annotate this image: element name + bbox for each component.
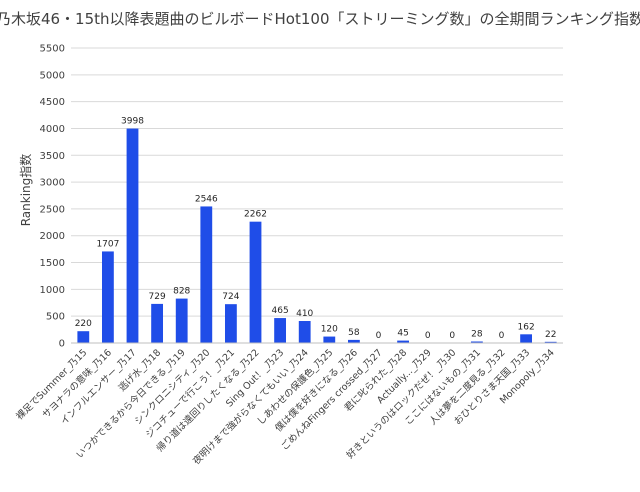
bar bbox=[470, 341, 483, 343]
y-tick-label: 5500 bbox=[40, 44, 65, 55]
bar bbox=[126, 128, 139, 343]
bar bbox=[249, 221, 262, 343]
y-tick-label: 1000 bbox=[40, 285, 65, 296]
data-label: 0 bbox=[376, 331, 382, 341]
y-tick-label: 500 bbox=[46, 312, 65, 323]
data-label: 0 bbox=[499, 331, 505, 341]
y-tick-label: 4500 bbox=[40, 97, 65, 108]
y-axis-ticks: 0 500 1000 1500 2000 2500 3000 3500 4000 4500 5000… bbox=[40, 44, 65, 350]
data-label: 0 bbox=[449, 331, 455, 341]
data-label: 220 bbox=[75, 319, 92, 329]
data-label: 2262 bbox=[244, 210, 267, 220]
y-tick-label: 0 bbox=[59, 339, 65, 350]
bar bbox=[77, 331, 90, 343]
data-label: 45 bbox=[397, 329, 408, 339]
bar bbox=[323, 336, 336, 343]
y-tick-label: 3000 bbox=[40, 178, 65, 189]
y-tick-label: 5000 bbox=[40, 70, 65, 81]
data-label: 1707 bbox=[96, 239, 119, 249]
data-label: 162 bbox=[518, 322, 535, 332]
bar bbox=[151, 303, 164, 343]
data-label: 729 bbox=[149, 292, 166, 302]
bar bbox=[544, 341, 557, 343]
y-axis-label: Ranking指数 bbox=[18, 154, 33, 227]
data-label: 0 bbox=[425, 331, 431, 341]
y-tick-label: 2000 bbox=[40, 231, 65, 242]
bar bbox=[397, 340, 410, 343]
data-label: 410 bbox=[296, 309, 313, 319]
y-tick-label: 2500 bbox=[40, 204, 65, 215]
data-label: 58 bbox=[348, 328, 360, 338]
bar bbox=[200, 206, 213, 343]
chart-title: 乃木坂46・15th以降表題曲のビルボードHot100「ストリーミング数」の全期… bbox=[0, 10, 640, 28]
data-label: 22 bbox=[545, 330, 556, 340]
bars bbox=[77, 128, 557, 343]
bar bbox=[175, 298, 188, 343]
bar bbox=[101, 251, 114, 343]
bar bbox=[520, 334, 533, 343]
data-label: 2546 bbox=[195, 194, 218, 204]
y-tick-label: 1500 bbox=[40, 258, 65, 269]
bar bbox=[298, 321, 311, 343]
data-label: 828 bbox=[173, 287, 190, 297]
grid-lines bbox=[71, 47, 563, 317]
x-axis-ticks: 裸足でSummer_乃15サヨナラの意味_乃16インフルエンサー_乃17逃げ水_… bbox=[14, 347, 557, 467]
data-label: 28 bbox=[471, 329, 483, 339]
bar bbox=[224, 304, 237, 343]
data-label: 465 bbox=[272, 306, 289, 316]
data-label: 724 bbox=[222, 292, 239, 302]
y-tick-label: 3500 bbox=[40, 151, 65, 162]
data-label: 3998 bbox=[121, 117, 144, 127]
data-label: 120 bbox=[321, 325, 338, 335]
bar bbox=[347, 339, 360, 343]
bar bbox=[274, 318, 287, 343]
y-tick-label: 4000 bbox=[40, 124, 65, 135]
